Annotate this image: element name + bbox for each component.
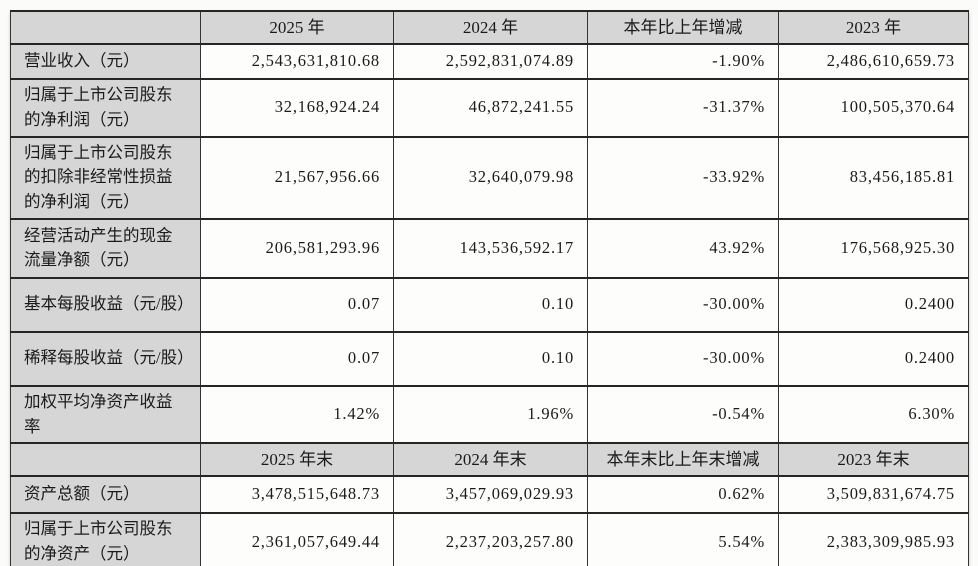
total-assets-2025-value: 3,478,515,648.73	[200, 475, 394, 515]
revenue-2023-value: 2,486,610,659.73	[778, 43, 969, 80]
row-label-basic-eps: 基本每股收益（元/股）	[10, 276, 201, 333]
basic-eps-2024-value: 0.10	[393, 276, 588, 333]
total-assets-change-value: 0.62%	[587, 475, 779, 515]
row-label-total-assets: 资产总额（元）	[10, 475, 201, 515]
operating-cash-flow-2025-value: 206,581,293.96	[200, 217, 394, 279]
col-header-2025-year-end: 2025 年末	[200, 442, 394, 478]
corner-empty-cell	[10, 10, 201, 45]
table-row-deducted-net-profit: 归属于上市公司股东的扣除非经常性损益的净利润（元） 21,567,956.66 …	[10, 135, 969, 220]
total-assets-2023-value: 3,509,831,674.75	[778, 475, 969, 515]
weighted-avg-roe-2024-value: 1.96%	[393, 384, 588, 445]
row-label-weighted-avg-roe: 加权平均净资产收益率	[10, 384, 201, 445]
table-row-basic-eps: 基本每股收益（元/股） 0.07 0.10 -30.00% 0.2400	[10, 276, 969, 333]
financial-summary-table: 2025 年 2024 年 本年比上年增减 2023 年 营业收入（元） 2,5…	[10, 10, 969, 566]
deducted-net-profit-2023-value: 83,456,185.81	[778, 135, 969, 220]
col-header-2023-year-end: 2023 年末	[778, 442, 969, 478]
table-header-row-annual: 2025 年 2024 年 本年比上年增减 2023 年	[10, 10, 969, 45]
diluted-eps-2025-value: 0.07	[200, 330, 394, 387]
net-assets-2025-value: 2,361,057,649.44	[200, 512, 394, 566]
operating-cash-flow-2023-value: 176,568,925.30	[778, 217, 969, 279]
col-header-2024-year-end: 2024 年末	[393, 442, 588, 478]
net-profit-change-value: -31.37%	[587, 78, 779, 138]
revenue-2024-value: 2,592,831,074.89	[393, 43, 588, 80]
basic-eps-2025-value: 0.07	[200, 276, 394, 333]
row-label-operating-cash-flow: 经营活动产生的现金流量净额（元）	[10, 217, 201, 279]
deducted-net-profit-change-value: -33.92%	[587, 135, 779, 220]
row-label-diluted-eps: 稀释每股收益（元/股）	[10, 330, 201, 387]
weighted-avg-roe-2025-value: 1.42%	[200, 384, 394, 445]
row-label-deducted-net-profit: 归属于上市公司股东的扣除非经常性损益的净利润（元）	[10, 135, 201, 220]
diluted-eps-2024-value: 0.10	[393, 330, 588, 387]
operating-cash-flow-change-value: 43.92%	[587, 217, 779, 279]
row-label-net-profit: 归属于上市公司股东的净利润（元）	[10, 78, 201, 138]
total-assets-2024-value: 3,457,069,029.93	[393, 475, 588, 515]
deducted-net-profit-2024-value: 32,640,079.98	[393, 135, 588, 220]
diluted-eps-2023-value: 0.2400	[778, 330, 969, 387]
net-profit-2023-value: 100,505,370.64	[778, 78, 969, 138]
deducted-net-profit-2025-value: 21,567,956.66	[200, 135, 394, 220]
col-header-year-end-change: 本年末比上年末增减	[587, 442, 779, 478]
basic-eps-change-value: -30.00%	[587, 276, 779, 333]
col-header-2025: 2025 年	[200, 10, 394, 45]
col-header-yoy-change: 本年比上年增减	[587, 10, 779, 45]
net-assets-change-value: 5.54%	[587, 512, 779, 566]
corner-empty-cell-2	[10, 442, 201, 478]
net-assets-2024-value: 2,237,203,257.80	[393, 512, 588, 566]
table-row-weighted-avg-roe: 加权平均净资产收益率 1.42% 1.96% -0.54% 6.30%	[10, 384, 969, 445]
table-row-net-profit: 归属于上市公司股东的净利润（元） 32,168,924.24 46,872,24…	[10, 78, 969, 138]
row-label-net-assets: 归属于上市公司股东的净资产（元）	[10, 512, 201, 566]
revenue-2025-value: 2,543,631,810.68	[200, 43, 394, 80]
table-row-net-assets: 归属于上市公司股东的净资产（元） 2,361,057,649.44 2,237,…	[10, 512, 969, 566]
table-header-row-year-end: 2025 年末 2024 年末 本年末比上年末增减 2023 年末	[10, 442, 969, 478]
basic-eps-2023-value: 0.2400	[778, 276, 969, 333]
weighted-avg-roe-2023-value: 6.30%	[778, 384, 969, 445]
operating-cash-flow-2024-value: 143,536,592.17	[393, 217, 588, 279]
weighted-avg-roe-change-value: -0.54%	[587, 384, 779, 445]
col-header-2023: 2023 年	[778, 10, 969, 45]
table-row-operating-cash-flow: 经营活动产生的现金流量净额（元） 206,581,293.96 143,536,…	[10, 217, 969, 279]
col-header-2024: 2024 年	[393, 10, 588, 45]
table-row-total-assets: 资产总额（元） 3,478,515,648.73 3,457,069,029.9…	[10, 475, 969, 515]
diluted-eps-change-value: -30.00%	[587, 330, 779, 387]
row-label-revenue: 营业收入（元）	[10, 43, 201, 80]
table-row-diluted-eps: 稀释每股收益（元/股） 0.07 0.10 -30.00% 0.2400	[10, 330, 969, 387]
table-row-revenue: 营业收入（元） 2,543,631,810.68 2,592,831,074.8…	[10, 43, 969, 80]
revenue-change-value: -1.90%	[587, 43, 779, 80]
net-assets-2023-value: 2,383,309,985.93	[778, 512, 969, 566]
net-profit-2024-value: 46,872,241.55	[393, 78, 588, 138]
net-profit-2025-value: 32,168,924.24	[200, 78, 394, 138]
